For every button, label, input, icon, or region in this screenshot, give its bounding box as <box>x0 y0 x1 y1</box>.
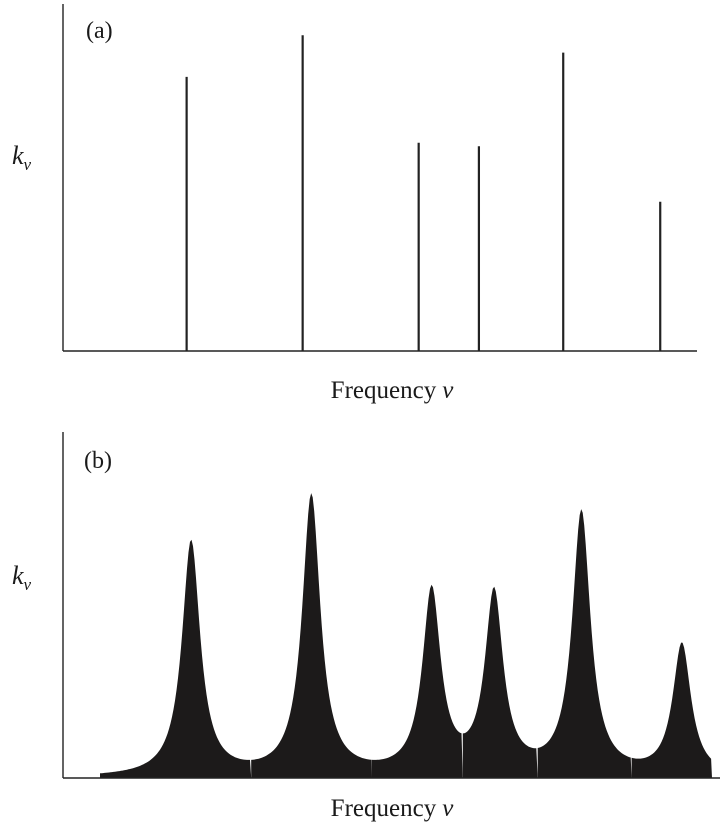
panel-b-peak-3 <box>371 584 463 778</box>
panel-b-ylabel: kν <box>12 561 32 594</box>
panel-a-xlabel-symbol: ν <box>442 377 454 404</box>
panel-b-ylabel-subscript: ν <box>24 575 32 594</box>
panel-a-axes <box>62 4 697 352</box>
panel-a-xlabel-text: Frequency <box>331 377 437 404</box>
panel-b-ylabel-k: k <box>12 561 24 590</box>
panel-a-ylabel: kν <box>12 141 32 174</box>
panel-b-xlabel-symbol: ν <box>442 795 454 822</box>
panel-b-peak-1 <box>100 539 252 778</box>
panel-b-peak-4 <box>462 586 538 778</box>
panel-b-marks <box>100 493 712 778</box>
panel-b-peak-2 <box>251 493 372 778</box>
panel-a-ylabel-k: k <box>12 141 24 170</box>
panel-a-label: (a) <box>86 18 113 44</box>
panel-b-label: (b) <box>84 448 112 474</box>
panel-a-ylabel-subscript: ν <box>24 155 32 174</box>
panel-b: (b) kν Frequency ν <box>12 432 720 822</box>
panel-b-xlabel-text: Frequency <box>331 795 437 822</box>
panel-a-xlabel: Frequency ν <box>331 377 455 404</box>
panel-a-marks <box>185 35 662 351</box>
panel-a: (a) kν Frequency ν <box>12 4 697 404</box>
panel-b-peak-5 <box>537 509 632 778</box>
panel-b-peak-6 <box>631 642 712 778</box>
panel-b-axes <box>62 432 720 779</box>
panel-b-xlabel: Frequency ν <box>331 795 455 822</box>
